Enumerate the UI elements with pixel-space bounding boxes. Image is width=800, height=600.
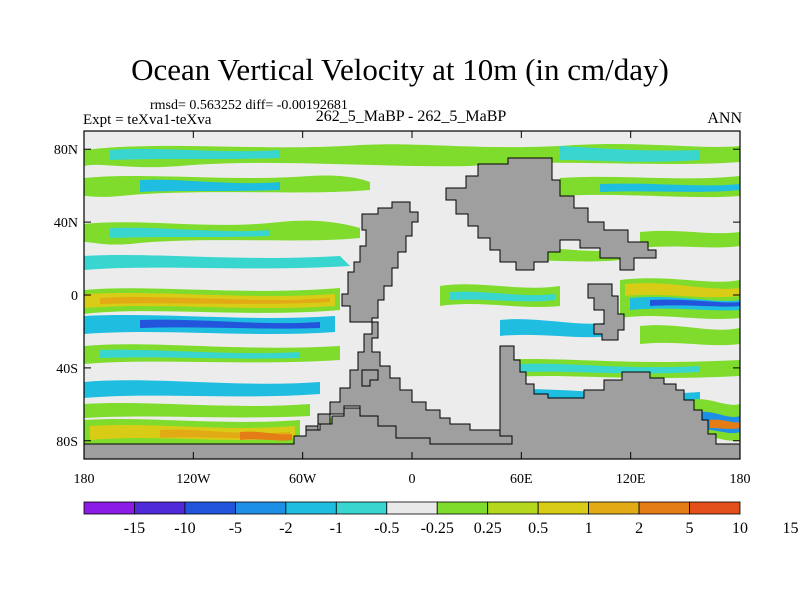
- lon-tick-label: 180: [74, 472, 95, 487]
- lat-tick-label: 40N: [54, 216, 78, 231]
- land-southern-continent: [84, 345, 740, 459]
- field-patch: [110, 227, 270, 238]
- land-western-continent: [293, 201, 513, 445]
- lon-tick-label: 120W: [176, 472, 211, 487]
- field-patch: [710, 419, 740, 429]
- colorbar: -15 -10 -5 -2 -1 -0.5 -0.25 0.25 0.5 1 2 5 10 15: [83, 501, 798, 537]
- colorbar-label: 5: [686, 520, 694, 537]
- colorbar-label: 10: [732, 520, 748, 537]
- field-patch: [500, 319, 610, 338]
- velocity-field: [84, 144, 740, 448]
- land-island-east: [587, 283, 625, 341]
- latitude-axis: 80N 40N 0 40S 80S: [54, 143, 740, 450]
- field-patch: [240, 431, 292, 441]
- lat-tick-label: 80S: [56, 435, 78, 450]
- field-patch: [110, 148, 280, 160]
- colorbar-swatch: [588, 501, 640, 515]
- colorbar-swatch: [537, 501, 590, 515]
- colorbar-swatch: [689, 501, 741, 515]
- lon-tick-label: 60E: [510, 472, 533, 487]
- lat-tick-label: 40S: [56, 362, 78, 377]
- case-label: 262_5_MaBP - 262_5_MaBP: [315, 108, 507, 125]
- colorbar-label: 0.25: [474, 520, 502, 537]
- field-patch: [520, 363, 700, 374]
- lon-tick-label: 180: [730, 472, 751, 487]
- field-patch: [625, 283, 740, 298]
- season-label: ANN: [707, 110, 742, 127]
- colorbar-swatch: [134, 501, 186, 515]
- land-island-small: [361, 369, 379, 387]
- land-eastern-continent: [445, 157, 657, 271]
- colorbar-label: 1: [585, 520, 593, 537]
- figure-title: Ocean Vertical Velocity at 10m (in cm/da…: [131, 52, 669, 87]
- colorbar-label: -5: [229, 520, 242, 537]
- colorbar-label: -0.5: [374, 520, 399, 537]
- land-masses: [84, 157, 740, 459]
- field-patch: [560, 146, 700, 162]
- field-patch: [100, 349, 300, 359]
- colorbar-swatch: [83, 501, 135, 515]
- field-patch: [84, 403, 310, 418]
- colorbar-swatch: [487, 501, 539, 515]
- longitude-axis: 180 120W 60W 0 60E 120E 180: [74, 131, 751, 487]
- colorbar-swatch: [234, 501, 287, 515]
- lon-tick-label: 120E: [616, 472, 646, 487]
- field-patch: [84, 255, 350, 270]
- field-patch: [650, 299, 740, 307]
- field-patch: [84, 380, 320, 398]
- colorbar-label: -1: [330, 520, 343, 537]
- field-patch: [600, 183, 740, 192]
- colorbar-label: -15: [124, 520, 145, 537]
- lon-tick-label: 0: [409, 472, 416, 487]
- colorbar-label: -2: [279, 520, 292, 537]
- field-patch: [640, 325, 740, 346]
- colorbar-label: 15: [782, 520, 798, 537]
- field-patch: [640, 230, 740, 248]
- field-patch: [140, 319, 320, 329]
- map-panel: 80N 40N 0 40S 80S 180 120W 60W 0 60E 120E 180: [54, 130, 751, 487]
- lat-tick-label: 0: [71, 289, 78, 304]
- field-patch: [100, 297, 330, 304]
- colorbar-swatch: [184, 501, 236, 515]
- colorbar-swatch: [386, 501, 438, 515]
- colorbar-label: -10: [174, 520, 195, 537]
- experiment-label: Expt = teXva1-teXva: [83, 112, 212, 128]
- colorbar-label: -0.25: [421, 520, 454, 537]
- lon-tick-label: 60W: [289, 472, 317, 487]
- stats-line: rmsd= 0.563252 diff= -0.00192681: [150, 98, 348, 113]
- colorbar-swatch: [335, 501, 388, 515]
- field-patch: [450, 291, 555, 302]
- colorbar-label: 2: [635, 520, 643, 537]
- colorbar-swatch: [638, 501, 690, 515]
- colorbar-label: 0.5: [528, 520, 548, 537]
- colorbar-swatch: [436, 501, 489, 515]
- field-patch: [140, 179, 280, 192]
- lat-tick-label: 80N: [54, 143, 78, 158]
- colorbar-swatch: [285, 501, 337, 515]
